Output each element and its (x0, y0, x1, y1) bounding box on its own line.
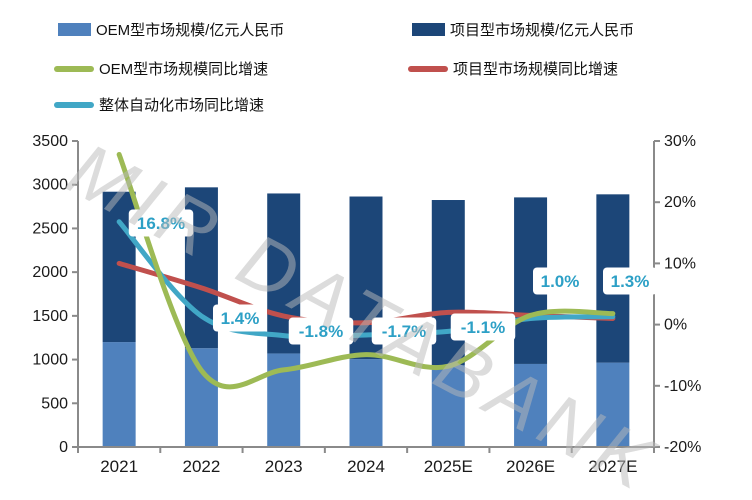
legend-item-oem-growth: OEM型市场规模同比增速 (54, 58, 268, 79)
oem-bar-2021 (102, 342, 136, 447)
legend: OEM型市场规模/亿元人民币 项目型市场规模/亿元人民币 OEM型市场规模同比增… (0, 0, 752, 120)
x-axis-category-label: 2026E (506, 457, 555, 476)
legend-label-project-size: 项目型市场规模/亿元人民币 (450, 22, 635, 39)
point-label: 16.8% (137, 214, 185, 233)
oem-bar-2027E (596, 362, 630, 447)
growth-line (116, 219, 616, 340)
left-axis-tick-label: 3500 (32, 133, 68, 150)
oem-bar-2026E (514, 363, 548, 447)
point-label-box (213, 304, 267, 332)
x-axis-category-label: 2025E (424, 457, 473, 476)
x-axis-category-label: 2022 (183, 457, 221, 476)
left-axis-tick-label: 0 (59, 439, 68, 456)
legend-label-oem-growth: OEM型市场规模同比增速 (99, 61, 269, 78)
legend-item-project-size: 项目型市场规模/亿元人民币 (412, 19, 634, 40)
project-bar-swatch-icon (412, 23, 445, 36)
point-label-box (450, 313, 516, 341)
left-axis-tick-label: 1500 (32, 308, 68, 325)
growth-line (116, 151, 616, 390)
right-axis-tick-label: 30% (664, 133, 696, 150)
point-label-box (288, 317, 354, 345)
legend-label-overall-growth: 整体自动化市场同比增速 (99, 97, 265, 114)
legend-item-overall-growth: 整体自动化市场同比增速 (54, 94, 264, 115)
right-axis-tick-label: 20% (664, 194, 696, 211)
right-axis-tick-label: 10% (664, 255, 696, 272)
overall-growth-line-swatch-icon (54, 101, 94, 108)
right-axis-tick-label: 0% (664, 317, 687, 334)
left-axis-tick-label: 2500 (32, 220, 68, 237)
point-label-box (371, 317, 437, 345)
legend-label-oem-size: OEM型市场规模/亿元人民币 (96, 22, 285, 39)
right-axis-tick-label: -10% (664, 378, 701, 395)
point-label-box (533, 267, 587, 295)
point-label: -1.8% (299, 322, 343, 341)
point-label: -1.1% (461, 318, 505, 337)
legend-item-oem-size: OEM型市场规模/亿元人民币 (58, 19, 284, 40)
legend-label-project-growth: 项目型市场规模同比增速 (453, 61, 619, 78)
legend-item-project-growth: 项目型市场规模同比增速 (408, 58, 618, 79)
left-axis-tick-label: 2000 (32, 264, 68, 281)
oem-bar-2025E (431, 365, 465, 447)
point-label-box (603, 267, 657, 295)
left-axis-tick-label: 1000 (32, 352, 68, 369)
x-axis-category-label: 2024 (347, 457, 385, 476)
x-axis-category-label: 2023 (265, 457, 303, 476)
x-axis-category-label: 2021 (100, 457, 138, 476)
point-label-box (128, 209, 194, 237)
point-label: 1.3% (611, 272, 650, 291)
right-axis-tick-label: -20% (664, 439, 701, 456)
project-growth-line-swatch-icon (408, 65, 448, 72)
left-axis-tick-label: 500 (41, 395, 68, 412)
oem-growth-line-swatch-icon (54, 65, 94, 72)
left-axis-tick-label: 3000 (32, 177, 68, 194)
point-label: 1.4% (221, 309, 260, 328)
x-axis-category-label: 2027E (588, 457, 637, 476)
oem-bar-swatch-icon (58, 23, 91, 36)
point-label: -1.7% (382, 322, 426, 341)
oem-bar-2022 (184, 348, 218, 447)
point-label: 1.0% (541, 272, 580, 291)
oem-bar-2024 (349, 359, 383, 447)
